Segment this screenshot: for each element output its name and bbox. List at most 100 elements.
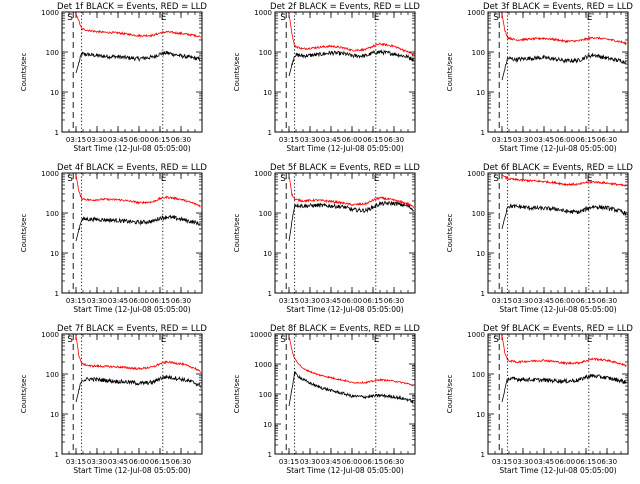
x-tick-label: 03:30 [87,297,107,305]
x-tick-label: 03:45 [534,136,554,144]
x-tick-label: 06:15 [150,136,170,144]
chart-panel: Det 5f BLACK = Events, RED = LLD 1 10 100 10… [233,163,420,314]
y-tick-label: 10 [50,89,59,97]
marker-label: E [161,13,167,23]
y-tick-label: 10000 [250,331,272,339]
x-axis-label: Start Time (12-Jul-08 05:05:00) [73,144,190,153]
y-axis-label: Counts/sec [233,375,241,414]
chart-title: Det 4f BLACK = Events, RED = LLD [57,163,207,173]
x-tick-label: 03:45 [321,458,341,466]
chart-panel: Det 7f BLACK = Events, RED = LLD 1 10 100 10… [20,324,207,475]
y-tick-label: 10 [476,89,485,97]
x-tick-label: 06:30 [171,136,191,144]
series-lld-line [501,335,627,368]
x-tick-label: 06:15 [150,297,170,305]
series-lld-line [288,13,414,57]
y-tick-label: 1000 [41,331,59,339]
y-tick-label: 10 [476,411,485,419]
x-tick-label: 06:30 [171,458,191,466]
marker-label: E [374,13,380,23]
y-tick-label: 100 [259,210,272,218]
y-tick-label: 100 [259,391,272,399]
x-tick-label: 03:15 [492,136,512,144]
x-tick-label: 06:00 [342,297,362,305]
marker-label: E [161,174,167,184]
chart-panel: Det 3f BLACK = Events, RED = LLD 1 10 100 10… [446,2,633,153]
x-tick-label: 03:15 [279,136,299,144]
marker-label: S [280,335,286,345]
chart-panel: Det 1f BLACK = Events, RED = LLD 1 10 100 10… [20,2,207,153]
y-tick-label: 100 [259,49,272,57]
x-tick-label: 03:15 [66,136,86,144]
x-tick-label: 06:30 [384,136,404,144]
series-events-line [501,203,627,229]
x-tick-label: 03:30 [513,136,533,144]
y-axis-label: Counts/sec [20,375,28,414]
marker-label: S [67,335,73,345]
x-tick-label: 06:00 [342,136,362,144]
y-tick-label: 10 [50,250,59,258]
x-tick-label: 06:00 [129,136,149,144]
y-tick-label: 1 [55,129,59,137]
y-tick-label: 10 [263,421,272,429]
marker-label: E [587,174,593,184]
x-tick-label: 06:00 [342,458,362,466]
y-tick-label: 1 [268,451,272,459]
x-tick-label: 06:30 [384,458,404,466]
plot-frame [487,172,629,294]
chart-title: Det 5f BLACK = Events, RED = LLD [270,163,420,173]
y-tick-label: 1 [55,451,59,459]
y-axis-label: Counts/sec [446,375,454,414]
series-lld-line [75,335,201,374]
series-events-line [288,371,414,406]
x-tick-label: 06:30 [597,458,617,466]
x-tick-label: 03:45 [321,297,341,305]
x-tick-label: 06:00 [129,458,149,466]
x-tick-label: 06:15 [576,136,596,144]
y-axis-label: Counts/sec [20,214,28,253]
y-tick-label: 10 [50,411,59,419]
x-tick-label: 03:15 [66,458,86,466]
series-lld-line [75,174,201,208]
x-tick-label: 06:00 [555,136,575,144]
chart-panel: Det 2f BLACK = Events, RED = LLD 1 10 100 10… [233,2,420,153]
chart-panel: Det 8f BLACK = Events, RED = LLD 1 10 100 10… [233,324,420,475]
y-tick-label: 1000 [254,361,272,369]
x-tick-label: 03:15 [279,297,299,305]
series-events-line [75,50,201,74]
x-tick-label: 06:15 [363,297,383,305]
series-events-line [75,214,201,242]
x-tick-label: 03:15 [66,297,86,305]
x-tick-label: 06:00 [129,297,149,305]
x-axis-label: Start Time (12-Jul-08 05:05:00) [286,305,403,314]
marker-label: S [493,13,499,23]
y-tick-label: 10 [263,89,272,97]
y-tick-label: 1 [481,129,485,137]
y-tick-label: 100 [472,49,485,57]
x-tick-label: 03:45 [108,458,128,466]
x-tick-label: 03:30 [87,458,107,466]
marker-label: S [280,13,286,23]
x-axis-label: Start Time (12-Jul-08 05:05:00) [499,466,616,475]
chart-title: Det 3f BLACK = Events, RED = LLD [483,2,633,12]
y-tick-label: 1000 [41,9,59,17]
marker-label: S [280,174,286,184]
series-events-line [75,374,201,403]
series-events-line [501,373,627,403]
y-tick-label: 1000 [467,9,485,17]
x-tick-label: 06:15 [363,136,383,144]
series-lld-line [75,13,201,38]
x-axis-label: Start Time (12-Jul-08 05:05:00) [73,466,190,475]
series-events-line [288,48,414,77]
chart-title: Det 2f BLACK = Events, RED = LLD [270,2,420,12]
y-tick-label: 100 [472,371,485,379]
x-axis-label: Start Time (12-Jul-08 05:05:00) [286,466,403,475]
marker-label: S [493,174,499,184]
y-tick-label: 1000 [41,170,59,178]
x-axis-label: Start Time (12-Jul-08 05:05:00) [499,144,616,153]
y-tick-label: 1 [55,290,59,298]
marker-label: E [587,335,593,345]
y-tick-label: 1000 [254,170,272,178]
